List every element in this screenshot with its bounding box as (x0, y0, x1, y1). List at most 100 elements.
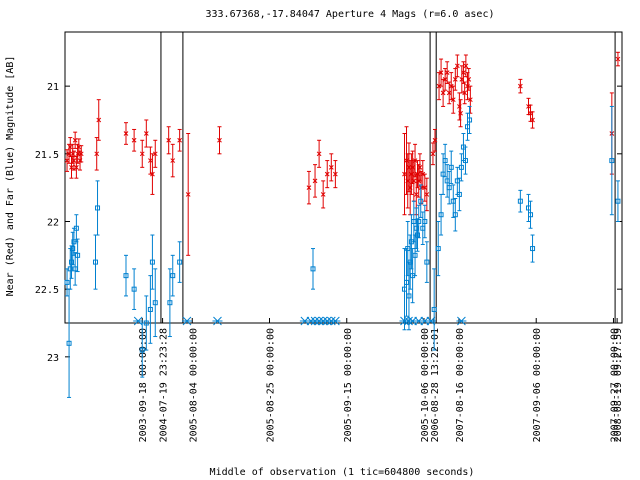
near-red-point (148, 146, 153, 175)
near-red-point (422, 173, 428, 202)
near-red-point (452, 68, 458, 91)
far-blue-point (92, 234, 98, 290)
y-tick-label: 21.5 (35, 150, 59, 161)
far-blue-point (416, 204, 422, 239)
near-red-point (442, 68, 448, 91)
far-blue-point (454, 166, 460, 195)
far-blue-point (458, 153, 464, 182)
x-tick-label: 2003-09-18 00:00:00 (138, 328, 149, 442)
near-red-point (454, 54, 460, 78)
near-red-point (131, 128, 137, 152)
near-red-point (185, 133, 191, 256)
near-red-point (436, 72, 442, 101)
near-red-point (316, 139, 322, 168)
near-red-point (177, 128, 183, 152)
far-blue-point (95, 180, 101, 236)
near-red-point (72, 131, 78, 149)
near-red-point (462, 81, 468, 105)
far-blue-point (139, 322, 145, 378)
near-red-point (96, 99, 102, 141)
near-red-point (432, 128, 438, 152)
near-red-point (440, 78, 446, 107)
x-tick-label: 2008-08-19 09:27:59 (613, 328, 624, 442)
near-red-point (324, 160, 330, 189)
far-blue-point (424, 241, 430, 283)
x-tick-label: 2007-09-06 00:00:00 (532, 328, 543, 442)
far-blue-point (446, 170, 452, 205)
near-red-point (424, 177, 430, 212)
near-red-point (152, 139, 158, 168)
x-tick-label: 2006-08-28 13:22:01 (430, 328, 441, 442)
far-blue-point (615, 180, 621, 222)
near-red-point (320, 180, 326, 209)
x-tick-label: 2007-09-27 00:00:00 (609, 328, 620, 442)
far-blue-point (66, 288, 72, 398)
near-red-point (458, 99, 463, 128)
near-red-point (402, 133, 407, 216)
near-red-point (64, 149, 70, 172)
far-blue-point (170, 254, 176, 297)
near-red-point (170, 143, 176, 178)
near-red-point (328, 153, 334, 182)
near-red-point (461, 61, 466, 84)
near-red-point (444, 61, 450, 84)
far-blue-point (149, 234, 155, 290)
far-blue-point (131, 268, 137, 310)
near-red-point (143, 119, 149, 148)
far-blue-point (147, 275, 153, 344)
observation-marker (425, 316, 436, 326)
near-red-point (518, 78, 523, 94)
far-blue-point (167, 268, 173, 338)
x-tick-label: 2005-08-25 00:00:00 (266, 328, 277, 442)
y-tick-label: 22.5 (35, 285, 59, 296)
far-blue-point (420, 211, 426, 245)
far-blue-point (69, 245, 75, 279)
x-tick-label: 2005-09-15 00:00:00 (343, 328, 354, 442)
far-blue-point (152, 268, 158, 338)
far-blue-point (467, 105, 473, 135)
y-axis-label: Near (Red) and Far (Blue) Magnitude [AB] (5, 56, 16, 297)
far-blue-point (525, 193, 531, 222)
near-red-point (123, 122, 129, 145)
far-blue-point (465, 112, 471, 141)
near-red-point (430, 142, 436, 166)
near-red-point (615, 51, 621, 67)
near-red-point (446, 81, 452, 105)
observation-marker (330, 316, 341, 326)
y-tick-label: 23 (47, 353, 59, 364)
y-tick-label: 22 (47, 217, 59, 228)
far-blue-point (431, 268, 437, 351)
near-red-point (312, 164, 318, 198)
near-red-point (78, 145, 84, 163)
far-blue-point (609, 105, 615, 216)
far-blue-point (177, 241, 183, 283)
far-blue-point (435, 220, 441, 277)
near-red-point (450, 85, 456, 114)
x-tick-label: 2005-10-06 00:00:00 (420, 328, 431, 442)
far-blue-point (438, 193, 444, 236)
far-blue-point (456, 177, 462, 212)
near-red-point (438, 58, 444, 87)
far-blue-point (75, 238, 81, 273)
far-blue-point (123, 254, 129, 297)
far-blue-point (442, 143, 448, 178)
near-red-point (333, 160, 338, 189)
far-blue-point (530, 234, 536, 263)
far-blue-point (462, 146, 468, 175)
near-red-point (69, 156, 74, 179)
near-red-point (467, 85, 473, 114)
observation-marker (133, 316, 144, 326)
far-blue-point (64, 268, 70, 297)
far-blue-point (444, 164, 450, 198)
y-tick-label: 21 (47, 82, 59, 93)
far-blue-point (448, 150, 454, 185)
x-axis-label: Middle of observation (1 tic=604800 seco… (210, 467, 475, 478)
near-red-point (306, 170, 312, 205)
near-red-point (217, 126, 222, 155)
far-blue-point (310, 248, 316, 290)
near-red-point (74, 156, 79, 179)
near-red-point (166, 126, 172, 155)
observation-marker (181, 316, 192, 326)
x-tick-label: 2007-08-16 00:00:00 (455, 328, 466, 442)
